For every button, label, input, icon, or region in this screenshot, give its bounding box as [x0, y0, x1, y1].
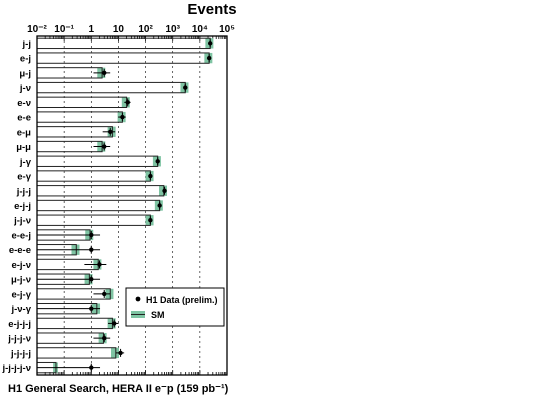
row-label: j-j-ν	[13, 216, 31, 227]
row-label: j-j-j-j	[10, 348, 31, 359]
row-label: j-ν-γ	[10, 304, 31, 315]
data-point	[183, 85, 188, 90]
sm-bar	[36, 67, 103, 79]
sm-band	[110, 347, 119, 359]
row-label: j-ν	[19, 83, 31, 94]
data-point	[206, 55, 212, 61]
sm-bar	[36, 170, 151, 182]
row-label: e-j-γ	[11, 289, 31, 300]
data-point	[102, 144, 107, 149]
row-label: e-e-j	[11, 230, 31, 241]
sm-bar	[36, 96, 128, 108]
legend-label-data: H1 Data (prelim.)	[146, 295, 218, 305]
sm-bar	[36, 155, 159, 167]
data-point	[118, 350, 123, 356]
data-point	[148, 218, 153, 223]
data-point	[112, 321, 117, 326]
row-label: e-j-j-j	[8, 319, 31, 330]
data-point	[155, 159, 160, 164]
sm-bar	[36, 37, 211, 50]
row-label: j-j	[22, 39, 31, 50]
legend-label-sm: SM	[151, 310, 165, 320]
row-label: μ-j-ν	[11, 275, 31, 286]
sm-bar	[36, 81, 186, 94]
data-point	[207, 41, 213, 46]
row-label: e-e-e	[9, 245, 31, 256]
x-tick-label: 10⁴	[192, 24, 208, 35]
row-label: μ-μ	[16, 142, 31, 153]
x-tick-label: 10⁵	[219, 24, 235, 35]
data-point	[108, 129, 113, 135]
data-point	[162, 188, 167, 193]
data-point	[89, 276, 94, 282]
x-tick-label: 10⁻¹	[54, 24, 74, 35]
data-point	[89, 365, 94, 370]
sm-bar	[36, 111, 123, 123]
row-label: e-ν	[17, 98, 31, 109]
data-point	[102, 291, 107, 297]
sm-bar	[36, 126, 113, 138]
chart-caption: H1 General Search, HERA II e⁻p (159 pb⁻¹…	[8, 383, 229, 395]
sm-bar	[36, 52, 210, 64]
row-label: e-e	[17, 113, 31, 124]
sm-bar	[36, 214, 151, 226]
legend: H1 Data (prelim.) SM	[125, 287, 225, 327]
row-label: e-j-j	[14, 201, 31, 212]
sm-bar	[36, 347, 117, 359]
chart-title: Events	[187, 1, 236, 18]
x-tick-label: 10³	[165, 24, 180, 35]
row-label: j-j-j	[16, 186, 31, 197]
row-label: e-j-ν	[11, 260, 31, 271]
data-point	[157, 203, 162, 208]
x-tick-label: 10	[113, 24, 125, 35]
x-tick-label: 10⁻²	[27, 24, 47, 35]
row-label: e-j	[20, 54, 31, 65]
sm-bar	[36, 317, 113, 330]
sm-bar	[36, 332, 104, 344]
x-tick-label: 10²	[138, 24, 153, 35]
data-point	[89, 247, 94, 252]
row-label: j-j-j-ν	[7, 334, 31, 345]
sm-bar	[36, 199, 161, 212]
row-label: μ-j	[19, 68, 31, 79]
data-point	[102, 70, 107, 76]
row-label: e-μ	[17, 127, 31, 138]
row-label: j-γ	[19, 157, 32, 168]
row-label: e-γ	[17, 172, 31, 183]
data-point	[89, 306, 94, 311]
data-point	[125, 100, 130, 105]
data-point	[120, 114, 125, 120]
data-point	[102, 335, 107, 341]
data-point	[97, 262, 102, 267]
plot-frame	[36, 35, 228, 376]
legend-data-marker	[135, 296, 141, 302]
legend-box	[125, 287, 225, 327]
data-point	[148, 173, 153, 179]
x-tick-label: 1	[89, 24, 95, 35]
sm-bar	[36, 140, 103, 153]
row-label: j-j-j-j-ν	[2, 363, 32, 374]
data-point	[89, 232, 94, 238]
sm-bar	[36, 185, 165, 197]
